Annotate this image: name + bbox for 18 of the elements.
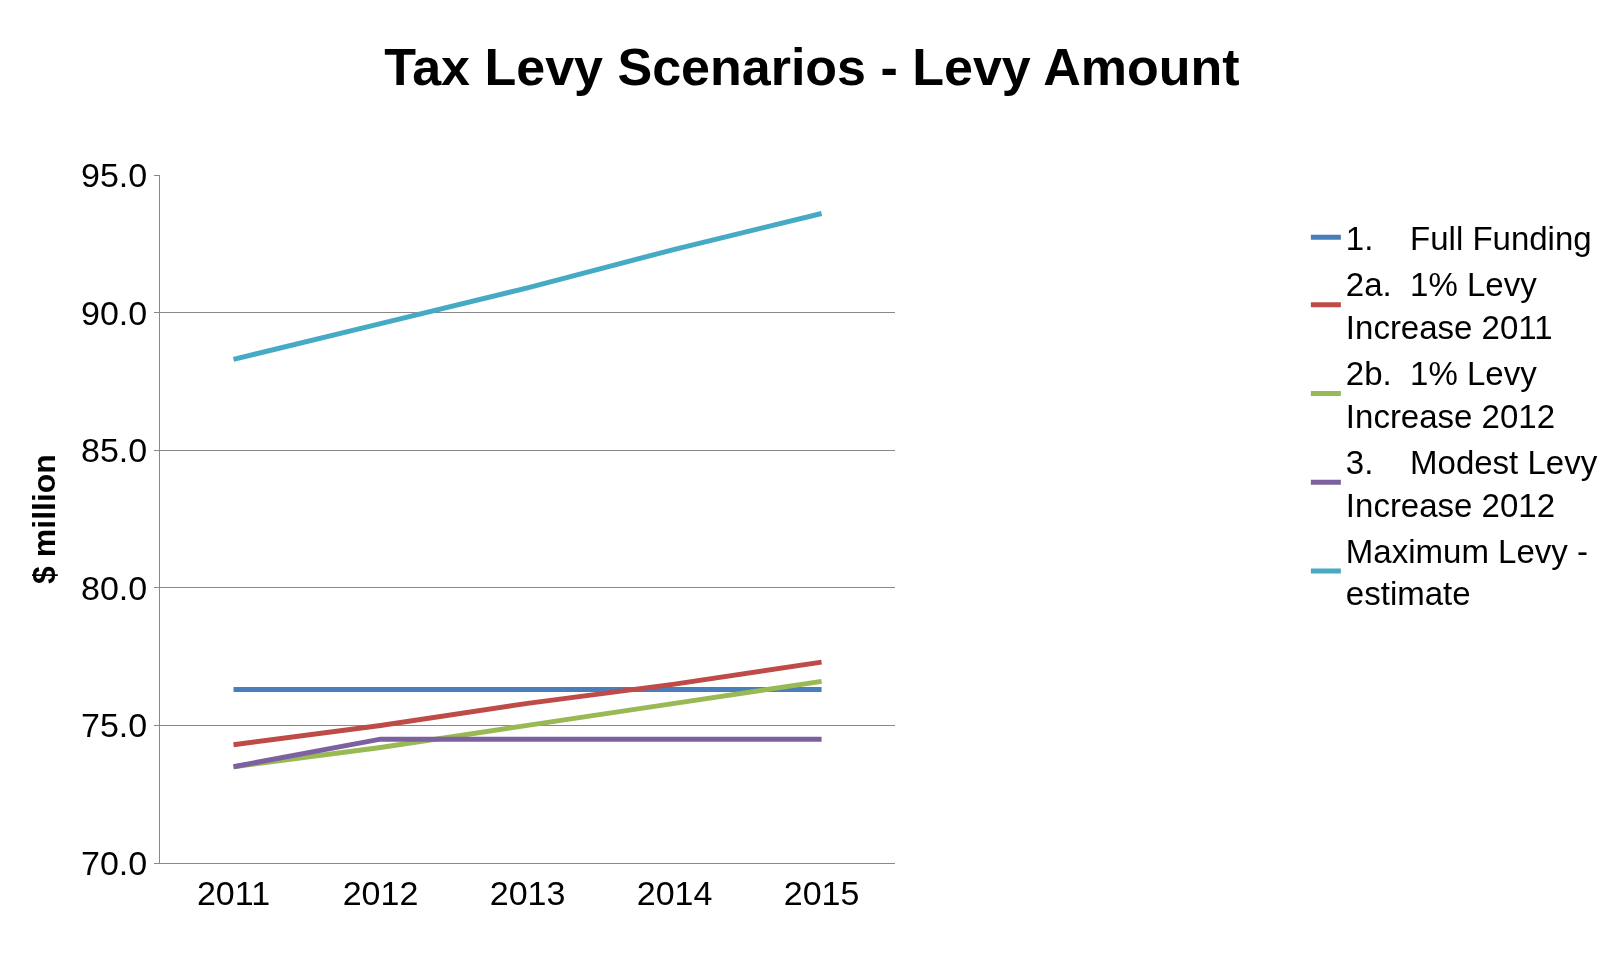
x-tick-label: 2011 — [196, 873, 271, 912]
legend-label: 2b. 1% Levy Increase 2012 — [1345, 354, 1556, 435]
legend-label: 2a. 1% Levy Increase 2011 — [1345, 266, 1553, 347]
legend-label: Maximum Levy - estimate — [1345, 532, 1598, 613]
y-tick-label: 75.0 — [81, 706, 148, 745]
y-axis-title: $ million — [26, 454, 63, 584]
y-tick-label: 95.0 — [81, 155, 148, 194]
legend-label: 3. Modest Levy Increase 2012 — [1345, 443, 1607, 524]
x-tick-label: 2012 — [342, 873, 419, 912]
y-tick-label: 70.0 — [81, 843, 148, 882]
y-tick-label: 85.0 — [81, 431, 148, 470]
x-tick-label: 2014 — [636, 873, 713, 912]
x-tick-label: 2013 — [489, 873, 566, 912]
chart-title: Tax Levy Scenarios - Levy Amount — [384, 37, 1240, 96]
legend-label: 1. Full Funding — [1345, 220, 1592, 258]
x-tick-label: 2015 — [783, 873, 860, 912]
y-tick-label: 80.0 — [81, 568, 148, 607]
y-tick-label: 90.0 — [81, 293, 148, 332]
